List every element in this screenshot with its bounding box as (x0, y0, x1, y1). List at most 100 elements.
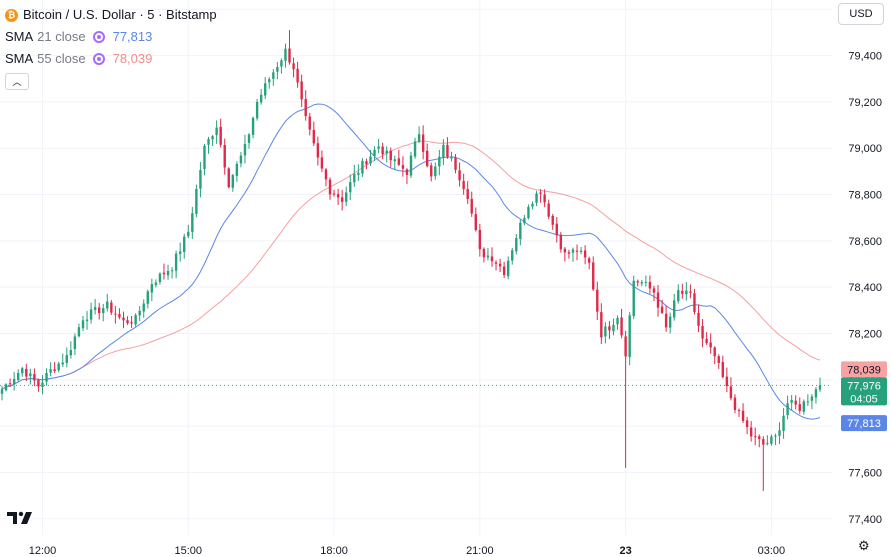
candle-body (818, 385, 822, 390)
candle-body (656, 292, 660, 308)
candle-body (61, 362, 64, 365)
time-tick-label: 03:00 (758, 545, 786, 557)
candle-body (417, 134, 421, 142)
candle-body (243, 144, 247, 156)
candle-body (798, 404, 801, 411)
candle-body (401, 165, 405, 169)
candle-body (361, 160, 364, 174)
candle-body (430, 165, 433, 177)
indicator-args: 55 close (37, 51, 86, 66)
tradingview-logo-icon[interactable] (7, 510, 37, 531)
candle-body (810, 396, 814, 401)
candle-body (259, 94, 263, 103)
chart-grid (0, 0, 832, 535)
candle-body (207, 139, 210, 145)
price-axis[interactable]: 79,60079,40079,20079,00078,80078,60078,4… (848, 4, 882, 526)
price-tick-label: 78,200 (848, 329, 882, 341)
candle-body (65, 355, 68, 363)
time-tick-label: 21:00 (466, 545, 494, 557)
candle-body (721, 362, 725, 378)
candle-body (506, 260, 510, 277)
candle-body (782, 415, 785, 431)
candle-body (369, 156, 372, 164)
candle-body (806, 401, 810, 403)
candle-body (4, 384, 8, 391)
candle-body (579, 250, 583, 253)
candle-body (93, 307, 97, 310)
indicator-sma21[interactable]: SMA 21 close 77,813 (5, 26, 217, 48)
candle-body (709, 342, 712, 348)
candle-body (547, 203, 550, 217)
candle-body (770, 436, 773, 444)
candle-body (596, 289, 599, 312)
candle-body (636, 281, 639, 283)
candle-body (749, 427, 753, 437)
candle-body (766, 442, 769, 444)
candle-body (320, 157, 324, 169)
candle-body (37, 379, 40, 387)
candle-body (713, 347, 716, 357)
currency-button[interactable]: USD (838, 3, 884, 25)
candle-body (292, 63, 295, 70)
candle-body (187, 231, 190, 237)
candle-body (486, 255, 490, 258)
candle-body (462, 180, 465, 190)
indicator-value: 78,039 (112, 51, 153, 66)
candle-body (381, 146, 384, 155)
candle-body (511, 250, 514, 261)
candle-body (365, 161, 368, 165)
candle-body (474, 214, 477, 231)
candle-body (272, 72, 275, 79)
price-tick-label: 78,600 (848, 236, 882, 248)
candle-body (345, 192, 348, 202)
candles (0, 30, 822, 491)
price-label-box (841, 415, 887, 432)
candle-body (559, 234, 563, 250)
time-tick-label: 12:00 (29, 545, 57, 557)
candle-body (25, 368, 28, 377)
candle-body (174, 253, 178, 271)
candle-body (191, 213, 194, 232)
sma21-line (1, 103, 821, 420)
candle-body (725, 376, 729, 387)
candle-body (158, 273, 162, 282)
indicator-sma55[interactable]: SMA 55 close 78,039 (5, 48, 217, 70)
chart-legend: ₿ Bitcoin / U.S. Dollar · 5 · Bitstamp S… (5, 4, 217, 90)
candle-body (126, 320, 129, 324)
candle-body (502, 266, 506, 276)
symbol-title-row[interactable]: ₿ Bitcoin / U.S. Dollar · 5 · Bitstamp (5, 4, 217, 26)
candle-body (685, 290, 688, 295)
candle-body (142, 303, 145, 312)
collapse-legend-button[interactable]: ︿ (5, 73, 29, 90)
candle-body (284, 48, 287, 61)
candle-body (737, 410, 741, 412)
candle-body (563, 248, 567, 253)
candle-body (16, 372, 20, 381)
sma21-polyline (1, 103, 821, 420)
candle-body (681, 290, 684, 294)
candle-body (531, 203, 534, 207)
candle-body (89, 309, 93, 320)
gear-icon[interactable]: ⚙ (858, 538, 870, 553)
candle-body (660, 306, 664, 313)
candle-body (312, 129, 316, 144)
candle-body (733, 397, 737, 411)
candle-body (288, 48, 291, 63)
candle-body (786, 403, 789, 416)
indicator-source-icon[interactable] (92, 53, 105, 65)
candle-body (251, 117, 255, 135)
candle-body (199, 169, 202, 189)
candle-body (434, 166, 437, 177)
candle-body (498, 263, 502, 267)
candle-body (154, 282, 158, 285)
candle-body (421, 134, 425, 152)
candle-body (12, 378, 16, 385)
candle-body (118, 314, 121, 318)
candle-body (600, 312, 603, 338)
candle-body (494, 262, 498, 264)
indicator-source-icon[interactable] (92, 31, 105, 43)
candle-body (336, 194, 340, 198)
